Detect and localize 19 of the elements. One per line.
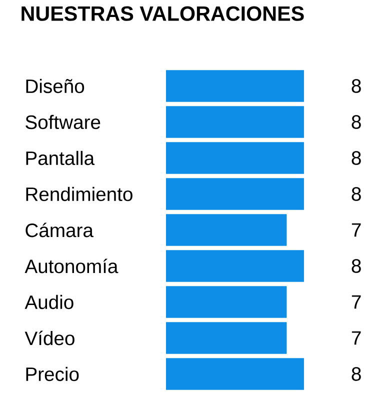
data-label: 8 (352, 151, 361, 165)
y-tick-label: Rendimiento (26, 186, 132, 202)
data-label: 8 (352, 79, 361, 93)
data-label: 8 (352, 259, 361, 273)
y-tick-label: Pantalla (26, 150, 95, 166)
data-label: 8 (352, 187, 361, 201)
y-tick-label: Autonomía (24, 258, 118, 274)
y-tick-label: Diseño (26, 78, 84, 94)
y-tick-label: Vídeo (24, 330, 74, 346)
data-label: 8 (352, 367, 361, 381)
data-label: 7 (352, 223, 361, 237)
y-tick-label: Cámara (26, 222, 94, 238)
y-tick-label: Precio (26, 366, 79, 382)
chart-title: NUESTRAS VALORACIONES (22, 6, 304, 21)
data-label: 8 (352, 115, 361, 129)
y-tick-label: Software (26, 114, 100, 130)
y-tick-label: Audio (24, 294, 74, 310)
data-label: 7 (352, 331, 361, 345)
data-label: 7 (352, 295, 361, 309)
